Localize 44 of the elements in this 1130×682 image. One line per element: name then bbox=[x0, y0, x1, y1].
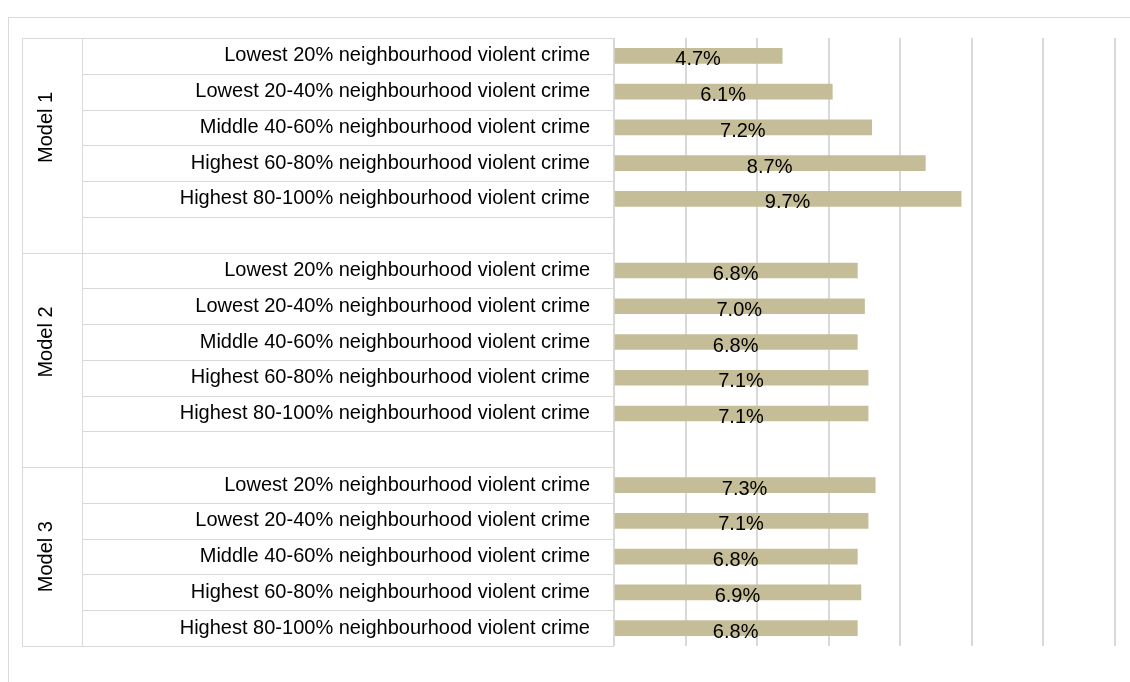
y-tick-label: Highest 80-100% neighbourhood violent crime bbox=[179, 186, 590, 209]
data-label: 6.9% bbox=[714, 583, 761, 606]
data-label: 6.1% bbox=[700, 83, 747, 106]
y-tick-label: Lowest 20-40% neighbourhood violent crime bbox=[195, 79, 590, 102]
data-label: 7.0% bbox=[716, 297, 763, 320]
bar bbox=[614, 512, 869, 529]
data-label: 4.7% bbox=[675, 47, 722, 70]
y-tick-label: Lowest 20% neighbourhood violent crime bbox=[224, 257, 590, 280]
data-label: 6.8% bbox=[712, 333, 759, 356]
data-label: 7.1% bbox=[718, 369, 765, 392]
data-label: 7.1% bbox=[718, 512, 765, 535]
text: Model 3 bbox=[33, 521, 56, 593]
bar bbox=[614, 298, 865, 315]
data-label: 6.8% bbox=[712, 261, 759, 284]
y-tick-label: Middle 40-60% neighbourhood violent crime bbox=[199, 329, 590, 352]
y-tick-label: Lowest 20-40% neighbourhood violent crime bbox=[195, 293, 590, 316]
bar bbox=[614, 477, 876, 493]
data-label: 7.3% bbox=[721, 476, 768, 499]
y-tick-label: Highest 80-100% neighbourhood violent crime bbox=[179, 615, 590, 638]
y-tick-label: Highest 80-100% neighbourhood violent crime bbox=[179, 401, 590, 424]
bar bbox=[614, 155, 926, 172]
text: Model 2 bbox=[33, 306, 56, 378]
bar bbox=[614, 369, 869, 386]
data-label: 9.7% bbox=[764, 190, 811, 213]
y-tick-label: Highest 60-80% neighbourhood violent crime bbox=[190, 579, 590, 602]
data-label: 8.7% bbox=[746, 154, 793, 177]
y-tick-label: Middle 40-60% neighbourhood violent crime bbox=[199, 114, 590, 137]
bar bbox=[614, 620, 858, 636]
bar bbox=[614, 334, 858, 350]
bar bbox=[614, 119, 872, 136]
y-tick-label: Lowest 20% neighbourhood violent crime bbox=[224, 43, 590, 66]
y-tick-label: Highest 60-80% neighbourhood violent crime bbox=[190, 365, 590, 388]
bar bbox=[614, 405, 869, 422]
bar bbox=[614, 48, 783, 64]
text: Model 1 bbox=[33, 91, 56, 163]
y-tick-label: Middle 40-60% neighbourhood violent crime bbox=[199, 544, 590, 567]
data-label: 6.8% bbox=[712, 619, 759, 642]
y-tick-label: Highest 60-80% neighbourhood violent crime bbox=[190, 150, 590, 173]
bar bbox=[614, 191, 962, 207]
y-tick-label: Lowest 20-40% neighbourhood violent crime bbox=[195, 508, 590, 531]
data-label: 7.1% bbox=[718, 405, 765, 428]
data-label: 7.2% bbox=[720, 118, 766, 141]
y-tick-label: Lowest 20% neighbourhood violent crime bbox=[224, 472, 590, 495]
data-label: 6.8% bbox=[712, 548, 759, 571]
